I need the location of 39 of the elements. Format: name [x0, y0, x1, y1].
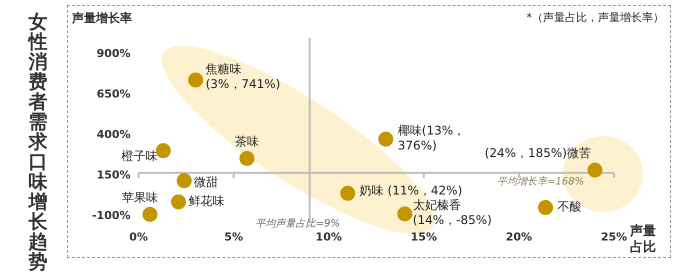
- annotation: 太妃榛香 (14%，-85%): [412, 198, 492, 228]
- y-tick-label: 900%: [96, 47, 131, 60]
- point: [397, 206, 412, 222]
- point: [239, 150, 254, 166]
- point: [156, 143, 171, 158]
- y-tick-label: 650%: [96, 88, 131, 101]
- point: [170, 194, 186, 210]
- point: [188, 72, 204, 88]
- x-tick-label: 20%: [506, 230, 532, 244]
- annotation: 鲜花味: [188, 194, 224, 208]
- y-tick-label: 150%: [96, 168, 131, 182]
- point: [176, 173, 192, 188]
- annotation: 茶味: [234, 134, 259, 149]
- text: *（声量占比，声量增长率）: [526, 10, 664, 25]
- annotation: 微甜: [194, 174, 218, 189]
- ref-line-label: 平均声量占比=9%: [256, 217, 340, 230]
- point: [538, 200, 554, 216]
- point: [142, 206, 158, 222]
- point: [340, 186, 356, 201]
- annotation: 苹果味: [122, 190, 158, 204]
- y-tick-label: 400%: [96, 128, 131, 142]
- x-tick-label: 25%: [600, 230, 628, 244]
- y-tick-label: -100%: [92, 209, 131, 222]
- annotation: 不酸: [558, 200, 582, 214]
- point: [378, 132, 394, 147]
- annotation: 焦糖味 (3%，741%): [206, 62, 280, 92]
- annotation: 橙子味: [121, 148, 158, 163]
- chart-title: 女性消费者需求口味增长趋势: [28, 11, 48, 273]
- x-tick-label: 0%: [129, 230, 148, 244]
- annotation: (24%，185%)微苦: [484, 146, 591, 160]
- point: [587, 162, 602, 178]
- x-tick-label: 5%: [224, 230, 243, 244]
- annotation: 奶味 (11%，42%): [360, 183, 462, 198]
- x-tick-label: 15%: [410, 230, 437, 244]
- annotation: 椰味(13%， 376%): [398, 123, 466, 152]
- x-tick-label: 10%: [316, 230, 342, 244]
- legend-label: 平均增长率=168%: [497, 175, 584, 188]
- y-axis-title: 声量增长率: [72, 10, 132, 27]
- x-axis-title: 声量占比: [630, 224, 657, 256]
